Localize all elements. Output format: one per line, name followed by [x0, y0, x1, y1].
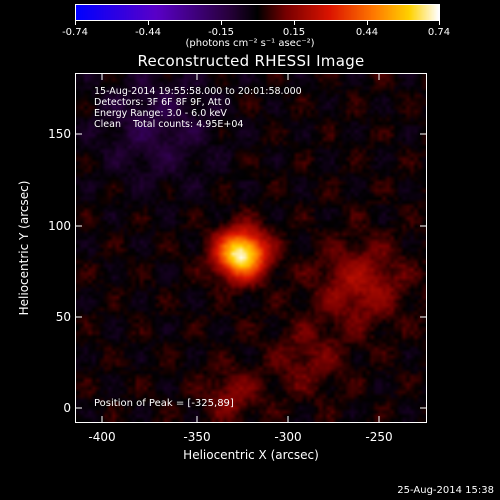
colorbar-tick-label: -0.15: [208, 27, 234, 38]
x-tick-label: -250: [365, 430, 393, 444]
colorbar-tick: [367, 21, 368, 25]
colorbar-ticks: -0.74 -0.44 -0.15 0.15 0.44 0.74: [0, 0, 500, 40]
footer-timestamp: 25-Aug-2014 15:38: [397, 485, 494, 496]
info-total-counts: Clean Total counts: 4.95E+04: [94, 119, 244, 130]
colorbar-tick-label: 0.74: [427, 27, 451, 38]
heatmap-image: [76, 74, 426, 422]
x-tick-label: -300: [274, 430, 302, 444]
x-tick-label: -400: [88, 430, 116, 444]
colorbar-tick-label: 0.44: [355, 27, 379, 38]
info-time-range: 15-Aug-2014 19:55:58.000 to 20:01:58.000: [94, 86, 302, 97]
info-energy-range: Energy Range: 3.0 - 6.0 keV: [94, 108, 227, 119]
colorbar-tick: [75, 21, 76, 25]
colorbar-tick-label: 0.15: [282, 27, 306, 38]
colorbar-tick-label: -0.74: [62, 27, 88, 38]
x-axis-label: Heliocentric X (arcsec): [183, 448, 319, 462]
colorbar-tick-label: -0.44: [135, 27, 161, 38]
colorbar: [75, 4, 440, 21]
colorbar-tick: [148, 21, 149, 25]
chart-title: Reconstructed RHESSI Image: [137, 52, 365, 70]
info-detectors: Detectors: 3F 6F 8F 9F, Att 0: [94, 97, 231, 108]
colorbar-tick: [294, 21, 295, 25]
colorbar-units: (photons cm⁻² s⁻¹ asec⁻²): [185, 38, 315, 49]
y-tick-label: 0: [63, 401, 71, 415]
y-tick-label: 50: [55, 310, 71, 324]
colorbar-tick: [221, 21, 222, 25]
colorbar-tick: [439, 21, 440, 25]
x-tick-label: -350: [183, 430, 211, 444]
peak-position: Position of Peak = [-325,89]: [94, 398, 234, 409]
y-axis-label: Heliocentric Y (arcsec): [17, 180, 31, 316]
image-plot: 15-Aug-2014 19:55:58.000 to 20:01:58.000…: [75, 73, 427, 423]
y-tick-label: 150: [48, 127, 71, 141]
y-tick-label: 100: [48, 219, 71, 233]
